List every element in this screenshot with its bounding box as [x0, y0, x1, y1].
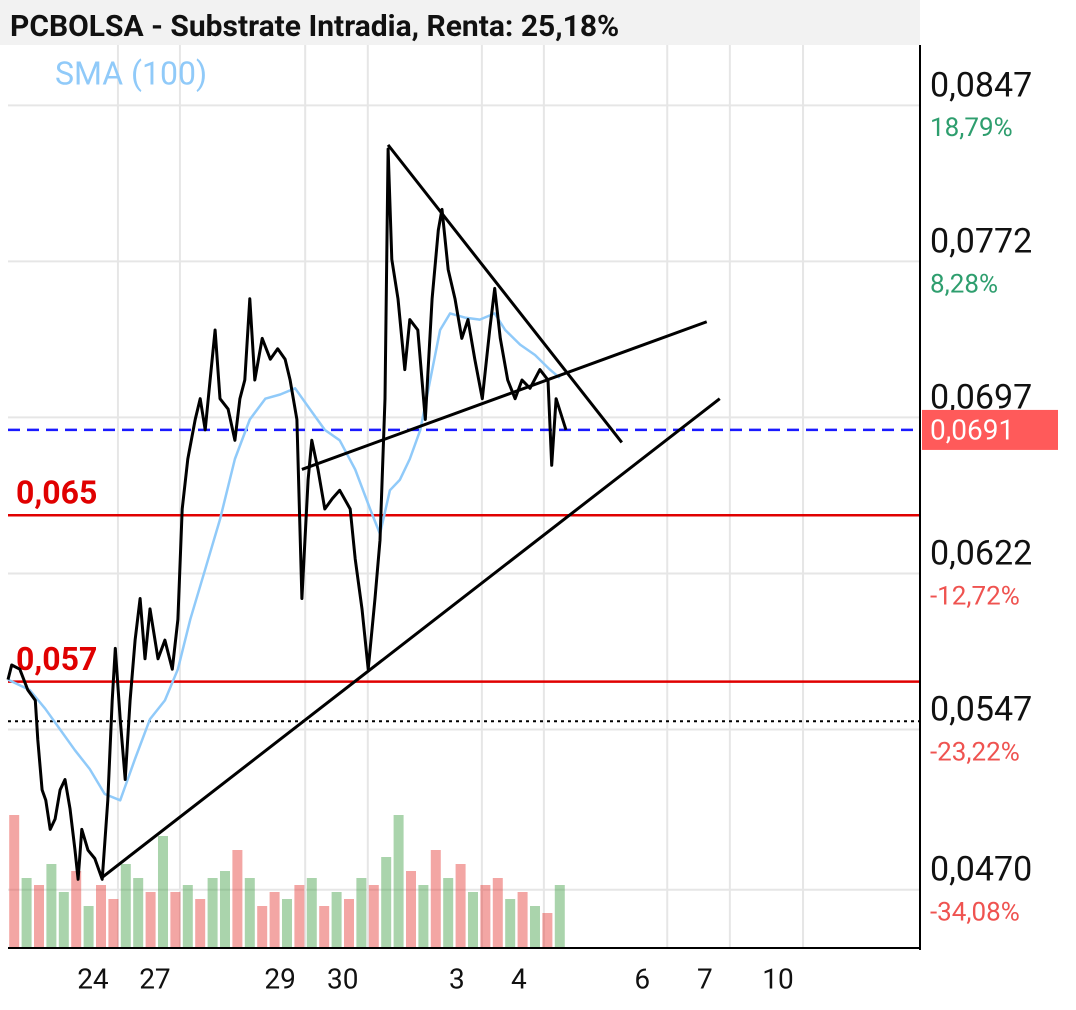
volume-bar [244, 878, 255, 948]
x-tick-label: 10 [762, 962, 793, 995]
volume-bar [480, 885, 491, 948]
volume-bar [542, 913, 553, 948]
level-label: 0,065 [16, 474, 97, 512]
y-tick-label: 0,0547 [930, 690, 1032, 730]
volume-bar [207, 878, 218, 948]
trendline [101, 397, 721, 879]
price-line [6, 147, 568, 881]
y-tick-return: -34,08% [930, 898, 1020, 928]
sma-line [7, 312, 561, 802]
volume-bar [319, 906, 330, 948]
volume-bar [467, 892, 478, 948]
volume-bar [517, 892, 528, 948]
volume-bar [33, 885, 44, 948]
volume-bar [529, 906, 540, 948]
trendline [386, 143, 623, 444]
trendline [301, 320, 708, 471]
volume-bar [393, 815, 404, 948]
volume-bar [269, 892, 280, 948]
title-bar [0, 0, 920, 45]
volume-bar [505, 899, 516, 948]
volume-bar [381, 857, 392, 948]
volume-bar [343, 899, 354, 948]
y-tick-return: -12,72% [930, 581, 1020, 611]
volume-bar [430, 850, 441, 948]
y-tick-return: 8,28% [930, 269, 998, 299]
volume-bar [170, 892, 181, 948]
y-tick-return: -23,22% [930, 737, 1020, 767]
x-tick-label: 7 [697, 962, 713, 995]
volume-bar [182, 885, 193, 948]
volume-bar [157, 836, 168, 948]
volume-bar [108, 899, 119, 948]
volume-bar [405, 871, 416, 948]
volume-bar [232, 850, 243, 948]
chart-title: PCBOLSA - Substrate Intradia, Renta: 25,… [10, 9, 619, 44]
y-tick-label: 0,0772 [930, 221, 1032, 261]
x-tick-label: 30 [327, 962, 358, 995]
volume-bar [306, 878, 317, 948]
x-tick-label: 24 [77, 962, 109, 995]
volume-bar [58, 892, 69, 948]
volume-bar [120, 864, 131, 948]
volume-bar [71, 871, 82, 948]
volume-bar [145, 892, 156, 948]
volume-bar [443, 878, 454, 948]
y-tick-label: 0,0847 [930, 65, 1032, 105]
x-tick-label: 27 [139, 962, 170, 995]
y-tick-label: 0,0622 [930, 533, 1032, 573]
volume-bar [331, 892, 342, 948]
volume-bar [21, 878, 32, 948]
y-tick-return: 18,79% [930, 113, 1013, 143]
volume-bar [219, 871, 230, 948]
x-tick-label: 3 [449, 962, 465, 995]
level-label: 0,057 [16, 640, 97, 678]
volume-bar [294, 885, 305, 948]
volume-bar [554, 885, 565, 948]
volume-bar [133, 878, 144, 948]
volume-bar [455, 864, 466, 948]
x-tick-label: 29 [264, 962, 295, 995]
x-tick-label: 4 [511, 962, 527, 995]
volume-bar [46, 864, 57, 948]
volume-bar [418, 885, 429, 948]
current-price-box [922, 409, 1058, 450]
volume-bar [9, 815, 20, 948]
volume-bar [356, 878, 367, 948]
volume-bar [281, 899, 292, 948]
volume-bar [83, 906, 94, 948]
volume-bar [95, 885, 106, 948]
volume-bar [368, 885, 379, 948]
current-price-label: 0,0691 [930, 413, 1014, 446]
volume-bar [257, 906, 268, 948]
legend-entry: SMA (100) [55, 54, 207, 92]
y-tick-label: 0,0470 [930, 850, 1032, 890]
x-tick-label: 6 [634, 962, 650, 995]
volume-bar [492, 878, 503, 948]
volume-bar [195, 899, 206, 948]
